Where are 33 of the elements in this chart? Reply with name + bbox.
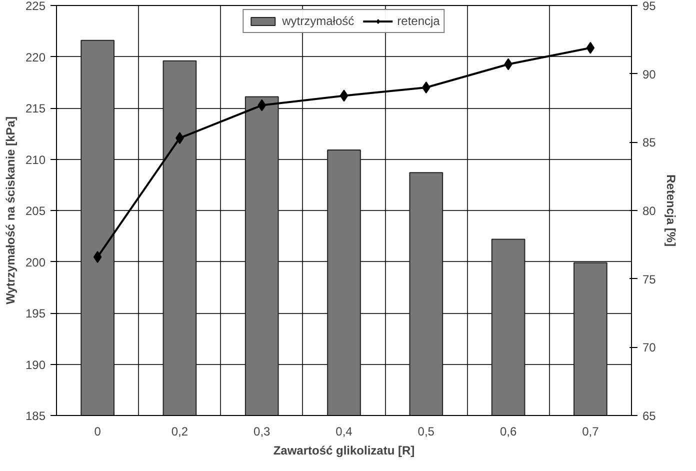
y2-tick-label: 95 (642, 0, 656, 13)
y-tick-label: 215 (25, 102, 46, 116)
y-tick-label: 225 (25, 0, 46, 13)
y2-tick-label: 85 (642, 136, 656, 150)
x-tick-label: 0,6 (500, 424, 517, 438)
x-tick-label: 0,7 (582, 424, 600, 438)
x-tick-label: 0,3 (254, 424, 271, 438)
y-tick-label: 205 (25, 204, 46, 218)
legend-label: wytrzymałość (282, 14, 354, 28)
legend-label: retencja (397, 14, 440, 28)
y2-tick-label: 90 (642, 67, 656, 82)
point (258, 99, 266, 112)
y-tick-label: 190 (25, 358, 46, 372)
y-tick-label: 195 (25, 306, 46, 320)
x-tick-label: 0,4 (336, 424, 353, 438)
y-axis-title: Wytrzymałość na ściskanie [kPa] (3, 116, 18, 304)
point (340, 90, 348, 102)
y-tick-label: 200 (25, 255, 46, 270)
point (422, 82, 430, 94)
y2-tick-label: 65 (642, 409, 656, 423)
y2-tick-label: 70 (642, 340, 656, 355)
y-tick-label: 220 (25, 50, 46, 64)
x-axis-title: Zawartość glikolizatu [R] (273, 444, 415, 458)
y-tick-label: 185 (25, 409, 46, 423)
y2-tick-label: 75 (642, 272, 656, 286)
point (93, 250, 102, 263)
x-tick-label: 0 (94, 424, 102, 438)
y2-axis-title: Retencja [%] (664, 174, 678, 247)
point (586, 42, 595, 54)
x-tick-label: 0,2 (171, 424, 188, 438)
y-tick-label: 210 (25, 152, 46, 167)
x-tick-label: 0,5 (418, 424, 435, 438)
y2-tick-label: 80 (642, 204, 656, 218)
